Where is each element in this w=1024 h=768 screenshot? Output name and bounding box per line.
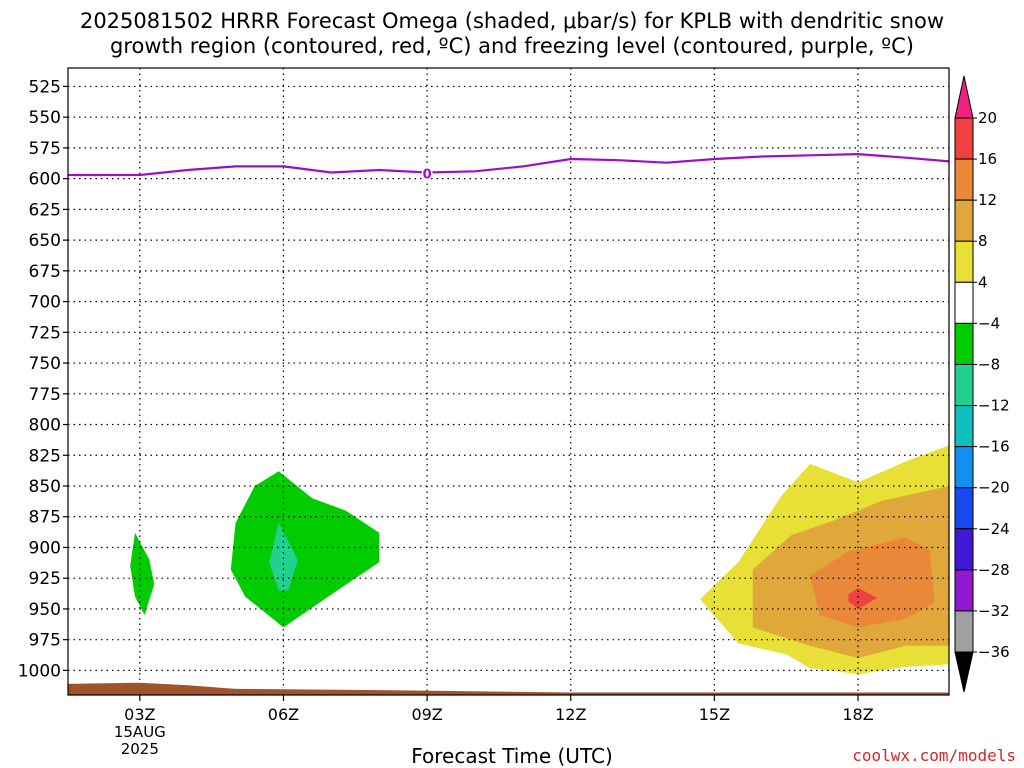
- colorbar-label: 4: [978, 273, 988, 291]
- x-tick-label: 15Z: [699, 705, 730, 724]
- colorbar-swatch: [954, 158, 974, 201]
- y-tick-label: 875: [29, 508, 61, 528]
- omega-region: [848, 588, 878, 609]
- colorbar-label: −4: [978, 314, 1000, 332]
- colorbar-label: −20: [978, 479, 1010, 497]
- y-tick-label: 625: [29, 200, 61, 220]
- colorbar-swatch: [954, 487, 974, 530]
- colorbar-swatch: [954, 240, 974, 283]
- plot-frame: [67, 67, 950, 696]
- colorbar-label: −36: [978, 643, 1010, 661]
- site-credit[interactable]: coolwx.com/models: [852, 746, 1016, 765]
- colorbar-swatch: [954, 610, 974, 653]
- y-tick-label: 675: [29, 262, 61, 282]
- y-tick-label: 1000: [18, 661, 61, 681]
- freezing-level-label: 0: [423, 168, 432, 183]
- colorbar-bottom-arrow: [954, 651, 974, 693]
- y-tick-label: 700: [29, 293, 61, 313]
- y-tick-label: 925: [29, 569, 61, 589]
- terrain-fill: [68, 682, 949, 695]
- omega-region: [810, 537, 935, 628]
- y-tick-label: 800: [29, 416, 61, 436]
- y-tick-label: 825: [29, 446, 61, 466]
- y-tick-label: 750: [29, 354, 61, 374]
- colorbar-label: 8: [978, 232, 988, 250]
- colorbar-label: −24: [978, 520, 1010, 538]
- y-tick-label: 600: [29, 170, 61, 190]
- colorbar-label: 12: [978, 191, 997, 209]
- freezing-level-line: [68, 152, 950, 177]
- chart-title-line-2: growth region (contoured, red, ºC) and f…: [110, 34, 914, 58]
- y-tick-label: 550: [29, 108, 61, 128]
- colorbar-swatch: [954, 322, 974, 365]
- x-axis-label: Forecast Time (UTC): [411, 744, 613, 768]
- colorbar-label: 16: [978, 150, 997, 168]
- colorbar-swatch: [954, 446, 974, 489]
- omega-region: [130, 532, 155, 616]
- x-tick-label: 03Z: [124, 705, 155, 724]
- x-tick-date-label: 15AUG: [114, 723, 166, 741]
- colorbar-label: −28: [978, 561, 1010, 579]
- y-tick-label: 900: [29, 538, 61, 558]
- colorbar-swatch: [954, 405, 974, 448]
- y-tick-label: 525: [29, 77, 61, 97]
- colorbar-swatch: [954, 363, 974, 407]
- omega-region: [230, 471, 380, 628]
- y-tick-label: 975: [29, 631, 61, 651]
- x-tick-label: 18Z: [842, 705, 873, 724]
- colorbar-swatch: [954, 528, 974, 571]
- colorbar-swatch: [954, 569, 974, 612]
- x-tick-label: 06Z: [268, 705, 299, 724]
- colorbar-label: −12: [978, 397, 1010, 415]
- colorbar-label: 20: [978, 109, 997, 127]
- y-tick-label: 725: [29, 323, 61, 343]
- x-tick-date-label: 2025: [121, 740, 159, 758]
- colorbar-swatch: [954, 117, 974, 160]
- colorbar-label: −8: [978, 355, 1000, 373]
- omega-region: [269, 522, 298, 591]
- colorbar-top-arrow: [954, 75, 974, 119]
- x-tick-label: 09Z: [411, 705, 442, 724]
- colorbar-swatch: [954, 281, 974, 324]
- x-tick-label: 12Z: [555, 705, 586, 724]
- y-tick-label: 775: [29, 385, 61, 405]
- y-tick-label: 950: [29, 600, 61, 620]
- chart-title-line-1: 2025081502 HRRR Forecast Omega (shaded, …: [79, 9, 945, 33]
- colorbar-swatch: [954, 199, 974, 242]
- colorbar-label: −16: [978, 438, 1010, 456]
- y-tick-label: 575: [29, 139, 61, 159]
- y-tick-label: 650: [29, 231, 61, 251]
- colorbar-label: −32: [978, 602, 1010, 620]
- y-tick-label: 850: [29, 477, 61, 497]
